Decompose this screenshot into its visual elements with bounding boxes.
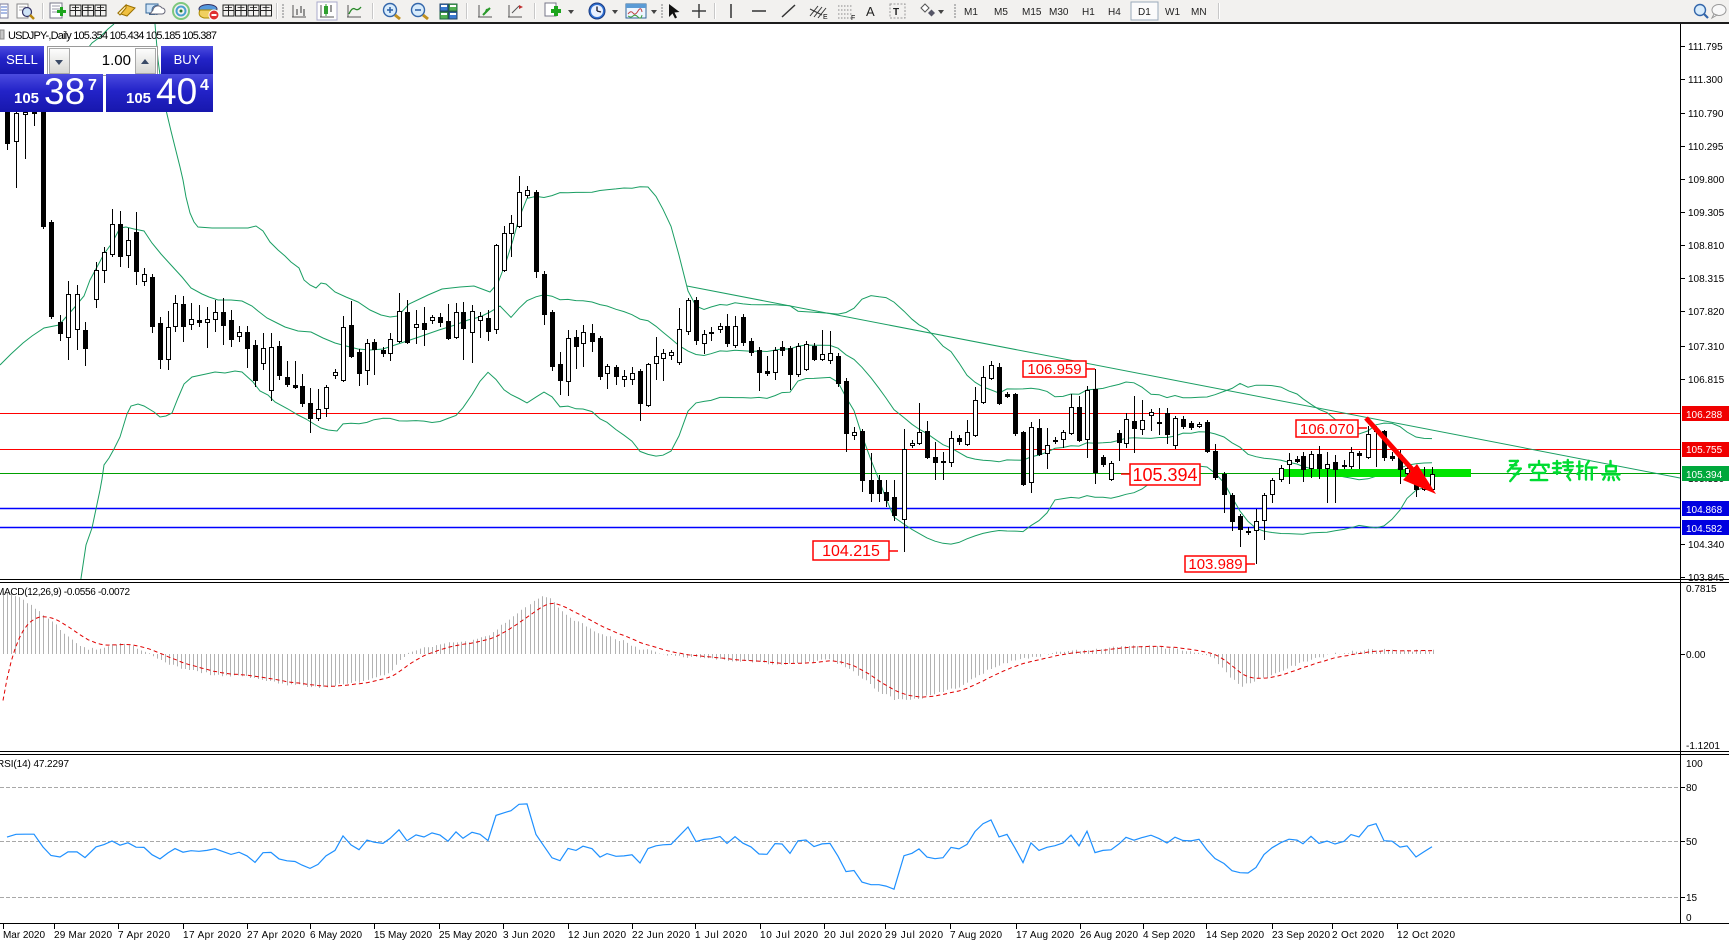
svg-text:104.215: 104.215 [822,543,880,560]
svg-text:29 Jul 2020: 29 Jul 2020 [885,930,943,941]
svg-text:4 Sep 2020: 4 Sep 2020 [1143,930,1195,941]
svg-text:6 May 2020: 6 May 2020 [310,930,362,941]
svg-text:0: 0 [1686,913,1692,924]
svg-text:111.300: 111.300 [1688,75,1723,86]
svg-text:50: 50 [1686,837,1698,848]
svg-text:A: A [866,4,875,19]
svg-text:17 Apr 2020: 17 Apr 2020 [183,930,241,941]
svg-text:3 Jun 2020: 3 Jun 2020 [503,930,555,941]
svg-text:27 Apr 2020: 27 Apr 2020 [247,930,305,941]
svg-text:103.845: 103.845 [1688,573,1725,584]
svg-text:7 Apr 2020: 7 Apr 2020 [118,930,170,941]
svg-text:106.959: 106.959 [1027,361,1081,378]
svg-text:T: T [893,7,899,18]
svg-text:F: F [851,15,855,22]
svg-text:20 Jul 2020: 20 Jul 2020 [824,930,882,941]
svg-text:108.315: 108.315 [1688,274,1725,285]
svg-text:-1.1201: -1.1201 [1686,741,1720,752]
svg-text:106.070: 106.070 [1300,421,1354,438]
svg-text:104.868: 104.868 [1686,505,1723,516]
svg-text:M30: M30 [1049,7,1069,18]
svg-text:80: 80 [1686,783,1698,794]
svg-text:105.394: 105.394 [1686,470,1723,481]
svg-text:0.7815: 0.7815 [1686,584,1717,595]
svg-text:23 Sep 2020: 23 Sep 2020 [1272,930,1330,941]
svg-text:26 Aug 2020: 26 Aug 2020 [1080,930,1138,941]
svg-text:7 Aug 2020: 7 Aug 2020 [950,930,1002,941]
svg-text:USDJPY-,Daily 105.354 105.434: USDJPY-,Daily 105.354 105.434 105.185 10… [8,30,217,42]
svg-text:110.295: 110.295 [1688,142,1724,153]
svg-text:M5: M5 [994,7,1008,18]
svg-text:22 Jun 2020: 22 Jun 2020 [632,930,690,941]
svg-text:104.340: 104.340 [1688,540,1725,551]
svg-text:M15: M15 [1022,7,1042,18]
svg-text:H1: H1 [1082,7,1095,18]
svg-text:E: E [823,14,828,21]
svg-text:2 Oct 2020: 2 Oct 2020 [1332,930,1384,941]
svg-text:H4: H4 [1108,7,1121,18]
svg-text:MACD(12,26,9) -0.0556 -0.0072: MACD(12,26,9) -0.0556 -0.0072 [0,587,130,598]
svg-text:29 Mar 2020: 29 Mar 2020 [54,930,112,941]
svg-text:111.795: 111.795 [1688,42,1723,53]
svg-text:W1: W1 [1165,7,1180,18]
svg-text:109.800: 109.800 [1688,175,1725,186]
svg-text:103.989: 103.989 [1188,556,1242,573]
svg-text:105.755: 105.755 [1686,445,1723,456]
svg-text:10 Jul 2020: 10 Jul 2020 [760,930,818,941]
svg-text:106.288: 106.288 [1686,410,1723,421]
svg-text:107.310: 107.310 [1688,342,1725,353]
svg-text:RSI(14) 47.2297: RSI(14) 47.2297 [0,759,69,770]
svg-text:25 May 2020: 25 May 2020 [439,930,497,941]
svg-text:108.810: 108.810 [1688,241,1725,252]
svg-text:15 May 2020: 15 May 2020 [374,930,432,941]
svg-text:100: 100 [1686,759,1703,770]
svg-text:MN: MN [1191,7,1207,18]
svg-text:105.394: 105.394 [1132,465,1197,485]
svg-text:106.815: 106.815 [1688,375,1725,386]
svg-text:110.790: 110.790 [1688,109,1724,120]
svg-text:0.00: 0.00 [1686,650,1706,661]
svg-text:14 Sep 2020: 14 Sep 2020 [1206,930,1264,941]
svg-text:Mar 2020: Mar 2020 [3,930,45,941]
svg-text:15: 15 [1686,893,1698,904]
svg-text:1 Jul 2020: 1 Jul 2020 [695,930,747,941]
svg-text:109.305: 109.305 [1688,208,1725,219]
svg-text:17 Aug 2020: 17 Aug 2020 [1016,930,1074,941]
svg-text:104.582: 104.582 [1686,524,1723,535]
svg-text:107.820: 107.820 [1688,307,1725,318]
svg-text:12 Oct 2020: 12 Oct 2020 [1397,930,1455,941]
svg-text:M1: M1 [964,7,978,18]
svg-text:12 Jun 2020: 12 Jun 2020 [568,930,626,941]
svg-text:D1: D1 [1138,7,1151,18]
